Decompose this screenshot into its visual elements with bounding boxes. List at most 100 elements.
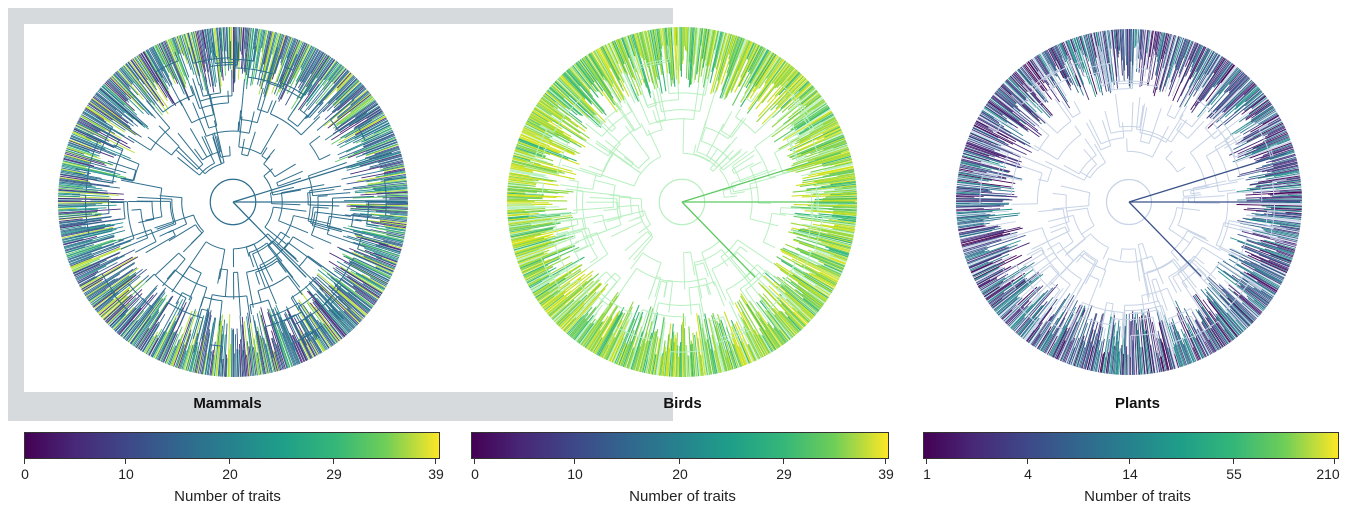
tree-tip-branch [509, 221, 561, 232]
tree-radial-branch [550, 230, 583, 241]
tree-internal-arc [241, 153, 248, 157]
tree-internal-arc [1010, 155, 1021, 196]
tree-tip-branch [512, 157, 577, 176]
tree-tip-branch [1065, 40, 1090, 101]
tree-radial-branch [113, 144, 124, 150]
tree-tip-branch [518, 138, 577, 162]
tree-tip-branch [379, 216, 408, 220]
tree-tip-branch [593, 312, 619, 354]
tree-internal-arc [249, 299, 269, 306]
tree-tip-branch [1266, 206, 1302, 210]
tree-tip-branch [158, 43, 179, 85]
tree-tip-branch [1219, 98, 1268, 135]
tree-tip-branch [523, 126, 581, 155]
tree-tip-branch [1107, 324, 1115, 374]
tree-radial-branch [1154, 332, 1161, 359]
tree-tip-branch [718, 32, 725, 55]
tree-tip-branch [349, 247, 396, 268]
tree-tip-branch [1238, 160, 1298, 176]
tree-tip-branch [964, 146, 995, 158]
tree-tip-branch [507, 187, 569, 194]
tree-tip-branch [806, 185, 857, 191]
tree-tip-branch [738, 39, 748, 59]
tree-tip-branch [824, 162, 853, 171]
tree-radial-branch [1010, 162, 1043, 174]
tree-tip-branch [1251, 103, 1273, 119]
tree-basal-branch [232, 201, 307, 278]
tree-tip-branch [510, 228, 554, 239]
tree-radial-branch [241, 138, 245, 155]
tree-tip-branch [273, 351, 280, 371]
tree-tip-branch [59, 218, 83, 222]
tree-tip-branch [1217, 270, 1267, 309]
tree-tip-branch [238, 349, 241, 377]
tree-radial-branch [585, 122, 603, 137]
tree-tip-branch [1143, 30, 1149, 66]
plants-panel[interactable]: Plants 1 4 14 55 210 Number of traits [910, 0, 1365, 509]
tree-tip-branch [1049, 48, 1072, 91]
tree-radial-branch [699, 75, 708, 112]
tree-radial-branch [1170, 343, 1174, 354]
tree-radial-branch [595, 179, 616, 186]
tree-radial-branch [1161, 305, 1168, 322]
tree-radial-branch [555, 230, 568, 236]
tree-tip-branch [59, 219, 102, 226]
tree-radial-branch [553, 279, 577, 297]
tree-internal-arc [1100, 137, 1124, 145]
mammals-panel[interactable]: Mammals 0 10 20 29 39 Number of traits [0, 0, 455, 509]
tree-tip-branch [1254, 146, 1294, 161]
tree-radial-branch [1214, 137, 1230, 148]
tree-internal-arc [172, 229, 176, 236]
tree-tip-branch [557, 78, 595, 116]
tree-tip-branch [604, 301, 634, 360]
tree-tip-branch [1180, 328, 1196, 363]
tree-radial-branch [72, 194, 86, 196]
tree-tip-branch [1155, 32, 1166, 77]
tree-tip-branch [64, 154, 92, 163]
tree-tip-branch [1021, 302, 1051, 339]
tree-tip-branch [142, 51, 175, 104]
tree-tip-branch [1263, 213, 1302, 218]
tree-tip-branch [800, 218, 856, 228]
tree-radial-branch [266, 148, 276, 160]
tree-internal-arc [647, 310, 686, 318]
tree-tip-branch [804, 141, 847, 159]
tree-tip-branch [960, 227, 1023, 244]
tree-radial-branch [1234, 151, 1247, 158]
tree-tip-branch [1202, 299, 1234, 341]
tree-radial-branch [1002, 288, 1016, 299]
tree-tip-branch [957, 222, 990, 229]
tree-radial-branch [1177, 224, 1207, 239]
tree-tip-branch [1171, 322, 1187, 366]
birds-panel[interactable]: Birds 0 10 20 29 39 Number of traits [455, 0, 910, 509]
tree-tip-branch [794, 121, 838, 145]
tree-radial-branch [1061, 278, 1082, 312]
tree-tip-branch [687, 27, 692, 80]
tree-tip-branch [744, 330, 760, 360]
tree-tip-branch [1141, 29, 1149, 86]
tree-radial-branch [174, 51, 179, 62]
tree-tip-branch [985, 104, 1008, 120]
tree-tip-branch [1052, 327, 1068, 358]
tree-tip-branch [185, 344, 194, 371]
tree-tip-branch [520, 259, 545, 271]
tree-tip-branch [970, 132, 999, 146]
tree-tip-branch [830, 254, 847, 262]
tree-radial-branch [1156, 53, 1166, 87]
tree-radial-branch [612, 100, 635, 132]
tree-tip-branch [1135, 29, 1138, 47]
tree-radial-branch [1027, 100, 1036, 109]
tree-radial-branch [1225, 308, 1237, 321]
tree-radial-branch [1181, 281, 1206, 318]
tree-radial-branch [1177, 272, 1188, 288]
tree-tip-branch [347, 138, 397, 159]
tree-tip-branch [550, 86, 565, 99]
tree-radial-branch [385, 215, 394, 217]
tree-tip-branch [202, 353, 208, 375]
tree-internal-arc [1140, 140, 1150, 145]
plants-tick-label: 4 [1024, 466, 1032, 482]
tree-tip-branch [1185, 315, 1207, 357]
tree-tip-branch [516, 144, 538, 153]
tree-tip-branch [569, 318, 586, 338]
tree-tip-branch [1158, 322, 1172, 370]
